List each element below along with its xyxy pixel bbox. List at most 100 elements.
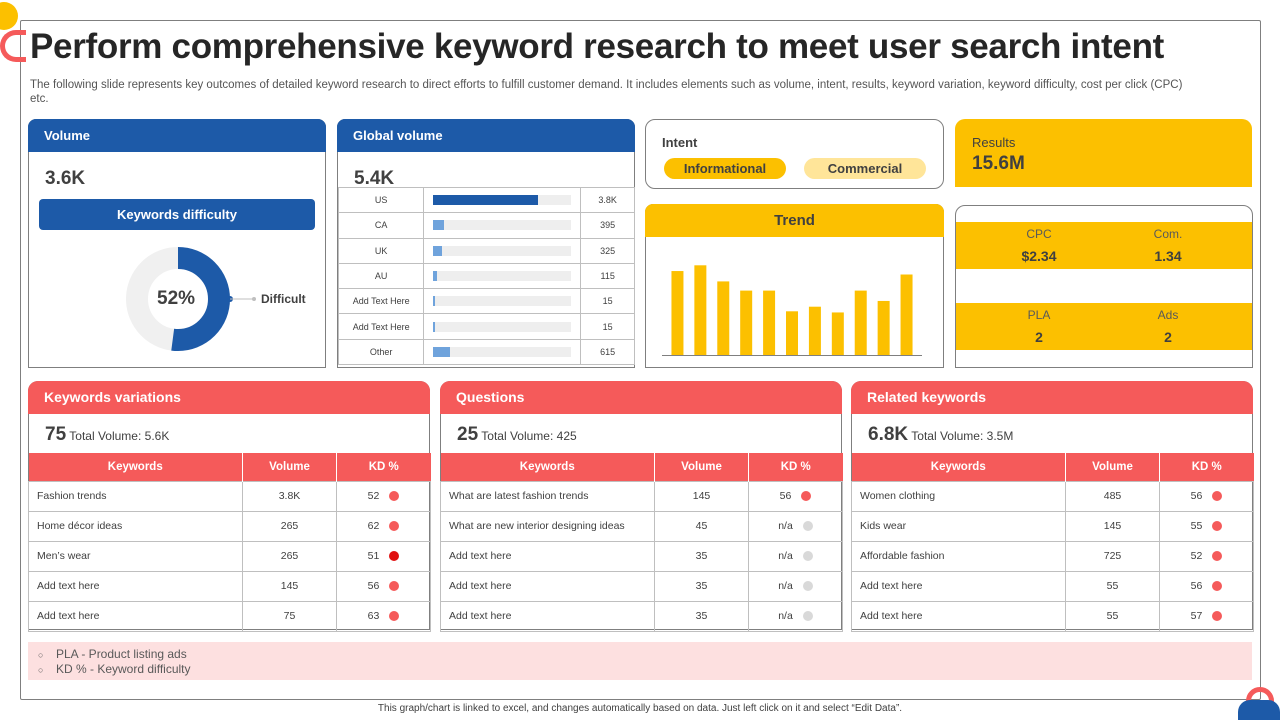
results-value: 15.6M [972,153,1025,174]
kd-value: 56 [779,490,792,502]
country-label: UK [337,237,425,264]
kd-value: n/a [778,520,793,532]
volume-cell: 725 [1065,540,1160,572]
table-row: Add text here 35 n/a [440,540,843,572]
related-summary: 6.8K Total Volume: 3.5M [868,424,1013,446]
col-volume: Volume [654,453,749,481]
variations-count: 75 [45,424,67,445]
country-label: US [337,186,425,214]
trend-bar-chart [662,265,922,356]
keyword-cell: Add text here [851,570,1066,602]
keyword-cell: What are new interior designing ideas [440,510,655,542]
volume-bar [433,195,539,206]
page-subtitle: The following slide represents key outco… [30,79,1183,105]
volume-cell: 45 [654,510,749,542]
kd-value: 56 [1190,580,1203,592]
related-count: 6.8K [868,424,909,445]
volume-bar-track [433,271,572,282]
country-label: AU [337,262,425,290]
results-label: Results [972,135,1016,150]
trend-bar [671,271,684,355]
trend-card: Trend [645,204,944,368]
volume-bar-cell [423,313,582,340]
trend-bar [694,265,707,355]
kd-cell: 52 [1159,540,1254,572]
trend-bar [717,281,730,355]
volume-cell: 55 [1065,600,1160,632]
table-row: What are new interior designing ideas 45 n… [440,510,843,542]
country-volume: 3.8K [580,186,635,214]
table-row: Home décor ideas 265 62 [28,510,431,542]
keyword-cell: Men’s wear [28,540,243,572]
com-label: Com. [1153,227,1183,241]
intent-card: Intent Informational Commercial [645,119,944,189]
volume-bar-track [433,296,572,307]
kd-cell: 55 [1159,510,1254,542]
donut-arc [126,247,230,351]
questions-total: 425 [556,429,577,443]
variations-total: 5.6K [144,429,170,443]
total-volume-label: Total Volume: [69,429,142,443]
notes-box: ○ PLA - Product listing ads ○ KD % - Keywo… [28,642,1252,680]
volume-cell: 75 [242,600,337,632]
table-row: Men’s wear 265 51 [28,540,431,572]
total-volume-label: Total Volume: [911,429,984,443]
keyword-cell: Add text here [440,540,655,572]
country-volume: 15 [580,288,635,315]
donut-leader-line [227,296,256,302]
col-keywords: Keywords [28,453,243,481]
trend-header: Trend [645,204,944,237]
kd-cell: n/a [748,570,843,602]
kd-status-dot-icon [802,581,813,592]
col-kd: KD % [1159,453,1254,481]
country-label: Add Text Here [337,313,425,340]
questions-table: Keywords Volume KD % What are latest fas… [440,453,843,632]
table-row: Fashion trends 3.8K 52 [28,480,431,512]
related-table: Keywords Volume KD % Women clothing 485 56… [851,453,1254,632]
volume-cell: 35 [654,570,749,602]
global-volume-row: AU 115 [337,262,635,290]
kd-cell: 51 [336,540,431,572]
keyword-cell: Fashion trends [28,480,243,512]
country-volume: 325 [580,237,635,264]
kd-cell: 56 [336,570,431,602]
volume-bar-track [433,220,572,231]
metrics-card: CPC $2.34 Com. 1.34 PLA 2 Ads 2 [955,205,1253,368]
col-kd: KD % [336,453,431,481]
variations-table: Keywords Volume KD % Fashion trends 3.8K 5… [28,453,431,632]
keyword-cell: Add text here [851,600,1066,632]
kd-value: n/a [778,550,793,562]
kd-status-dot-icon [802,611,813,622]
kd-cell: 56 [748,480,843,512]
kd-status-dot-icon [1212,581,1223,592]
questions-card: Questions 25 Total Volume: 425 Keywords … [440,381,843,632]
metrics-band-top [956,222,1252,269]
col-keywords: Keywords [851,453,1066,481]
intent-tag-commercial: Commercial [804,158,926,179]
trend-bar [763,290,776,355]
trend-bar [740,290,753,355]
trend-bar [786,311,798,355]
total-volume-label: Total Volume: [481,429,554,443]
kd-cell: 63 [336,600,431,632]
volume-cell: 55 [1065,570,1160,602]
keyword-cell: Add text here [440,570,655,602]
col-kd: KD % [748,453,843,481]
volume-bar-cell [423,186,582,214]
global-volume-header: Global volume [337,119,635,152]
kd-value: 62 [367,520,380,532]
trend-bar [877,300,890,355]
kd-status: Difficult [261,292,306,306]
questions-header: Questions [440,381,842,414]
intent-label: Intent [662,135,698,150]
kd-status-dot-icon [389,491,400,502]
volume-cell: 145 [654,480,749,512]
metrics-band-bottom [956,303,1252,350]
volume-bar [433,245,443,256]
kd-status-dot-icon [389,581,400,592]
kd-cell: n/a [748,510,843,542]
variations-header: Keywords variations [28,381,430,414]
table-row: Add text here 55 57 [851,600,1254,632]
table-row: Women clothing 485 56 [851,480,1254,512]
volume-cell: 35 [654,540,749,572]
